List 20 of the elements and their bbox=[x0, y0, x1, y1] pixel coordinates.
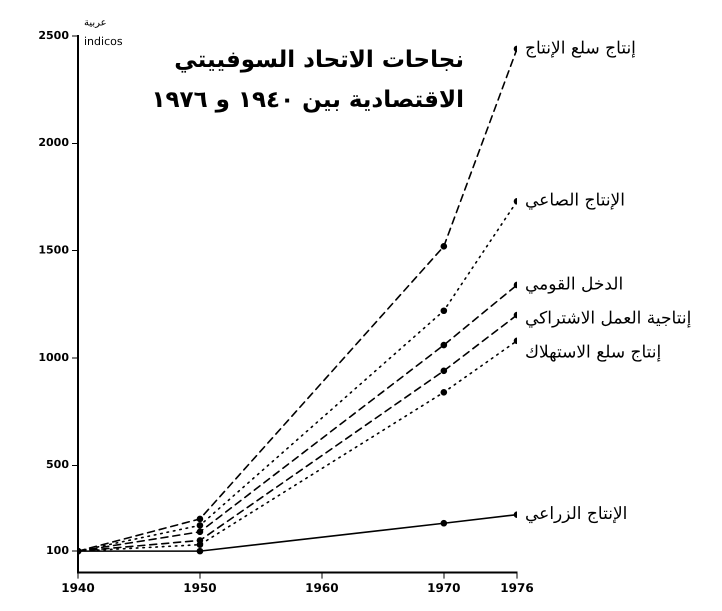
y-tick-label: 1000 bbox=[38, 350, 70, 364]
y-tick-label: 2500 bbox=[38, 28, 70, 42]
series-label: إنتاجية العمل الاشتراكي bbox=[525, 308, 692, 328]
series-label: الإنتاج الزراعي bbox=[525, 504, 628, 524]
y-tick-label: 100 bbox=[46, 544, 70, 557]
text: عربية bbox=[84, 18, 107, 29]
y-tick-label: 500 bbox=[46, 458, 70, 472]
series-label: الدخل القومي bbox=[525, 274, 624, 294]
text: نجاحات الاتحاد السوفييتي الاقتصادية بين ١٩٤٠ و ١٩٧٦ bbox=[150, 46, 464, 115]
y-axis-title: indicos bbox=[84, 34, 123, 48]
y-tick-label: 1500 bbox=[38, 244, 70, 256]
y-tick-label: 2000 bbox=[38, 136, 70, 150]
x-tick-label: 1960 bbox=[305, 580, 339, 595]
series-label: إنتاج سلع الإنتاج bbox=[525, 38, 636, 58]
series-label: إنتاج سلع الاستهلاك bbox=[525, 342, 662, 362]
series-label: الإنتاج الصاعي bbox=[525, 190, 625, 211]
x-tick-label: 1970 bbox=[427, 580, 461, 595]
x-tick-label: 1940 bbox=[61, 580, 95, 595]
x-tick-label: 1976 bbox=[500, 580, 534, 595]
x-tick-label: 1950 bbox=[183, 580, 217, 595]
